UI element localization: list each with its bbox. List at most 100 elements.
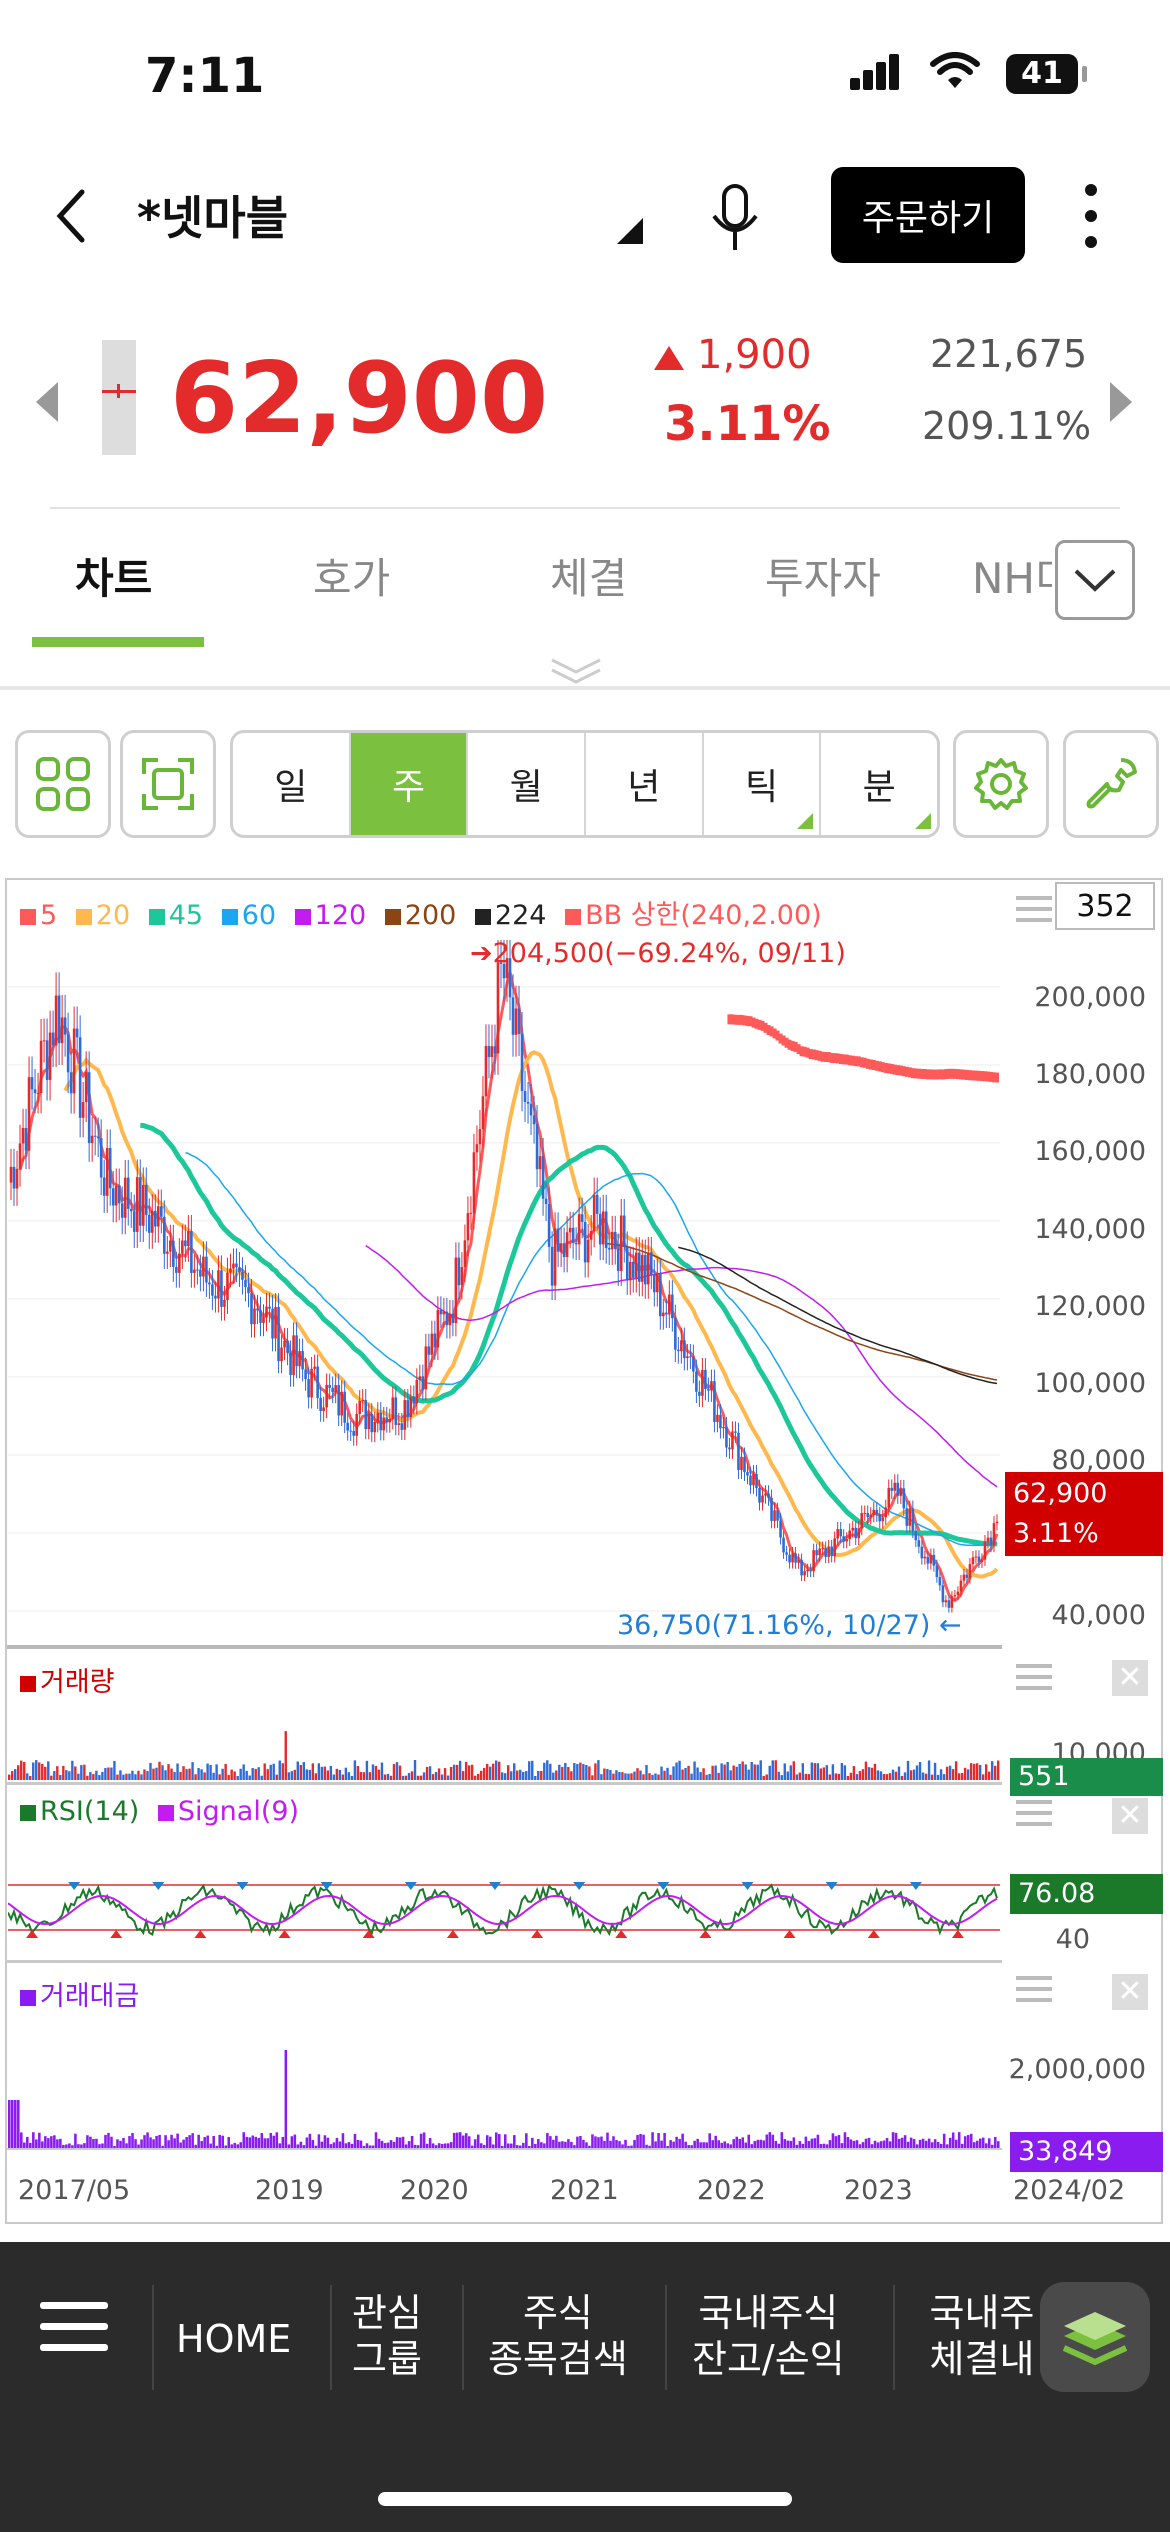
candle [160, 1206, 163, 1217]
indicator-tools-button[interactable] [1063, 730, 1159, 838]
candle [869, 1514, 873, 1518]
volume-bar [44, 1766, 47, 1780]
period-day[interactable]: 일 [233, 733, 351, 835]
candle [36, 1093, 40, 1095]
candle [87, 1072, 91, 1144]
candle [132, 1211, 136, 1232]
close-panel-icon[interactable]: ✕ [1112, 1798, 1148, 1834]
amount-bar [86, 2135, 89, 2150]
amount-bar [308, 2133, 312, 2150]
candle [325, 1384, 328, 1408]
amount-bar [675, 2136, 678, 2150]
volume-bar [819, 1768, 823, 1780]
tab-nh[interactable]: NH미 [972, 554, 1052, 603]
nav-executions[interactable]: 국내주 체결내 [922, 2290, 1042, 2382]
back-icon[interactable] [52, 186, 92, 246]
bb-segment [946, 1068, 951, 1079]
hamburger-menu-icon[interactable] [40, 2302, 108, 2351]
amount-bar [699, 2142, 702, 2150]
amount-bar [206, 2135, 209, 2150]
volume-bar [431, 1774, 435, 1780]
next-stock-arrow-icon[interactable] [1110, 382, 1132, 422]
volume-bar [368, 1772, 372, 1780]
candle [902, 1488, 906, 1509]
prev-stock-arrow-icon[interactable] [36, 382, 58, 422]
legend-bb: BB 상한(240,2.00) [565, 900, 822, 931]
period-tick[interactable]: 틱 [704, 733, 822, 835]
volume-bar [98, 1775, 101, 1780]
candle [607, 1248, 611, 1250]
tab-expand-button[interactable] [1055, 540, 1135, 620]
period-minute[interactable]: 분 [821, 733, 937, 835]
volume-bar [978, 1764, 982, 1780]
panel-menu-icon[interactable] [1016, 1976, 1052, 2008]
volume-bar [209, 1764, 212, 1780]
nav-balance[interactable]: 국내주식 잔고/손익 [692, 2290, 845, 2382]
volume-bar [140, 1774, 143, 1780]
amount-bar [894, 2132, 898, 2150]
fullscreen-button[interactable] [120, 730, 216, 838]
close-panel-icon[interactable]: ✕ [1112, 1974, 1148, 2010]
amount-bar [738, 2138, 742, 2150]
amount-bar [140, 2139, 143, 2150]
panel-menu-icon[interactable] [1016, 1800, 1052, 1832]
collapse-chevron-icon[interactable] [548, 656, 604, 686]
candle [226, 1272, 229, 1300]
amount-bar [395, 2137, 399, 2150]
nav-watchlist[interactable]: 관심 그룹 [352, 2290, 422, 2382]
dropdown-triangle-icon[interactable] [617, 218, 643, 244]
volume-bar [792, 1761, 795, 1780]
volume-bar [972, 1763, 976, 1780]
microphone-icon[interactable] [708, 182, 762, 254]
y-label: 40,000 [1051, 1600, 1146, 1631]
bb-segment [871, 1059, 876, 1070]
nav-home[interactable]: HOME [176, 2317, 292, 2361]
period-year[interactable]: 년 [586, 733, 704, 835]
bb-segment [802, 1046, 807, 1057]
candle [881, 1517, 885, 1522]
candle [487, 1045, 491, 1058]
amount-bar [918, 2139, 922, 2150]
amount-bar [864, 2138, 868, 2150]
buy-arrow-icon [110, 1930, 123, 1938]
candle [755, 1473, 758, 1489]
amount-bar [293, 2134, 297, 2150]
price-chart[interactable] [8, 940, 1000, 1650]
amount-bar [831, 2133, 835, 2150]
amount-bar [197, 2134, 200, 2150]
amount-bar [534, 2143, 537, 2150]
order-button[interactable]: 주문하기 [831, 167, 1025, 263]
nav-stock-search[interactable]: 주식 종목검색 [488, 2290, 628, 2382]
volume-bar [537, 1770, 540, 1780]
panel-menu-icon[interactable] [1016, 1664, 1052, 1696]
volume-bar [969, 1763, 973, 1780]
amount-bar [585, 2142, 588, 2150]
amount-bar [660, 2140, 663, 2150]
amount-bar [531, 2137, 534, 2150]
volume-bar [233, 1771, 236, 1780]
stock-title[interactable]: *넷마블 [137, 191, 289, 245]
volume-bar [320, 1766, 324, 1780]
tab-investors[interactable]: 투자자 [765, 554, 881, 603]
volume-bar [56, 1766, 59, 1780]
tab-orderbook[interactable]: 호가 [313, 554, 391, 603]
close-panel-icon[interactable]: ✕ [1112, 1660, 1148, 1696]
candle [959, 1580, 963, 1592]
more-icon[interactable] [1085, 184, 1099, 248]
volume-bar [29, 1775, 32, 1780]
amount-bar [543, 2143, 546, 2150]
tab-chart[interactable]: 차트 [75, 554, 153, 603]
panel-menu-icon[interactable] [1016, 896, 1052, 928]
grid-layout-button[interactable] [15, 730, 111, 838]
candle [980, 1559, 984, 1562]
amount-bar [350, 2143, 354, 2150]
volume-bar [326, 1770, 330, 1780]
ma120-line [365, 1244, 998, 1488]
period-week[interactable]: 주 [350, 733, 469, 835]
candle [108, 1148, 112, 1189]
chart-settings-button[interactable] [953, 730, 1049, 838]
layers-button[interactable] [1040, 2282, 1150, 2392]
period-month[interactable]: 월 [468, 733, 587, 835]
bar-count-box[interactable]: 352 [1055, 882, 1155, 930]
tab-trades[interactable]: 체결 [550, 554, 628, 603]
